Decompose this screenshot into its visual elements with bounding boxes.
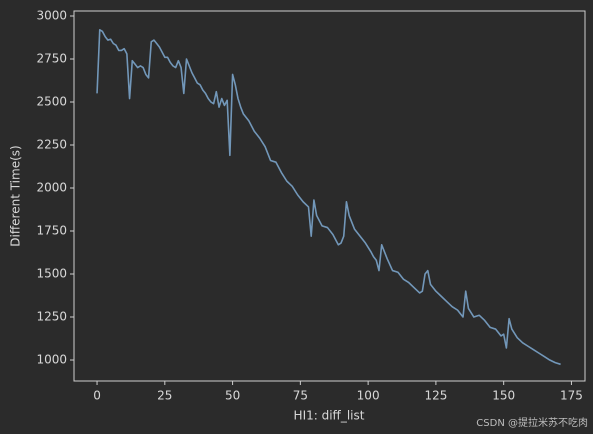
y-tick-label: 1750 (36, 224, 67, 238)
y-tick-label: 2000 (36, 181, 67, 195)
x-tick-label: 50 (225, 389, 240, 403)
y-tick-label: 3000 (36, 8, 67, 22)
plot-frame (73, 10, 586, 382)
x-tick-label: 125 (424, 389, 447, 403)
x-tick-label: 175 (560, 389, 583, 403)
y-axis-label: Different Time(s) (9, 145, 23, 246)
x-tick-label: 100 (357, 389, 380, 403)
y-tick-label: 2250 (36, 137, 67, 151)
x-tick-label: 25 (157, 389, 172, 403)
x-tick-label: 150 (492, 389, 515, 403)
x-tick-label: 0 (93, 389, 101, 403)
data-line (96, 28, 561, 366)
y-tick-label: 1500 (36, 267, 67, 281)
y-tick-label: 1250 (36, 310, 67, 324)
y-tick-label: 2750 (36, 51, 67, 65)
y-tick-label: 1000 (36, 353, 67, 367)
watermark: CSDN @提拉米苏不吃肉 (476, 416, 588, 429)
x-axis-label: HI1: diff_list (294, 409, 365, 423)
x-tick-label: 75 (293, 389, 308, 403)
y-tick-label: 2500 (36, 94, 67, 108)
